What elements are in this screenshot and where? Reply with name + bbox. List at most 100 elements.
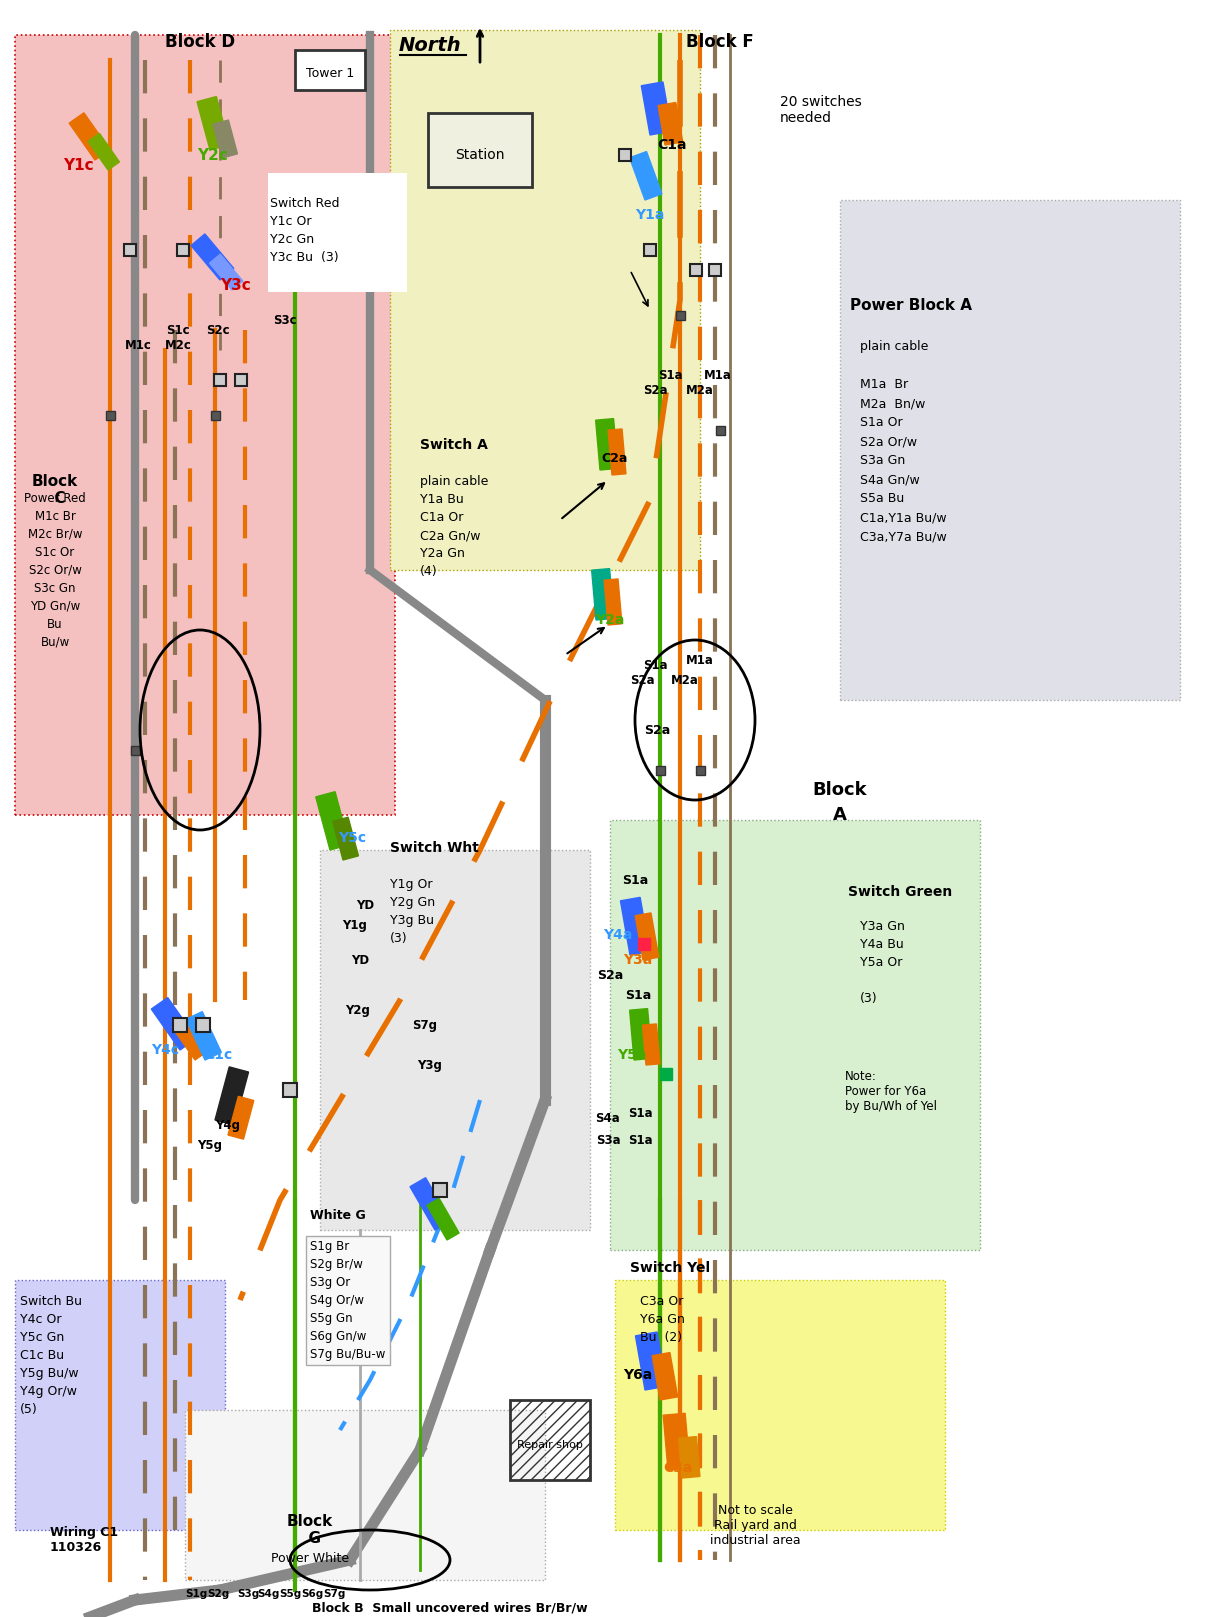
Bar	[215, 1067, 249, 1125]
Text: Not to scale
Rail yard and
industrial area: Not to scale Rail yard and industrial ar…	[709, 1504, 801, 1546]
Bar	[592, 569, 614, 619]
Text: Y3a: Y3a	[623, 952, 652, 967]
Bar	[295, 50, 365, 91]
Text: plain cable

M1a  Br
M2a  Bn/w
S1a Or
S2a Or/w
S3a Gn
S4a Gn/w
S5a Bu
C1a,Y1a Bu: plain cable M1a Br M2a Bn/w S1a Or S2a O…	[860, 340, 947, 543]
Bar	[638, 938, 650, 951]
Text: Y4c: Y4c	[151, 1043, 179, 1058]
Text: C3a Or
Y6a Gn
Bu  (2): C3a Or Y6a Gn Bu (2)	[640, 1295, 685, 1344]
Text: North: North	[399, 36, 461, 55]
Text: Y3g: Y3g	[418, 1059, 442, 1072]
Text: S1c: S1c	[167, 323, 190, 336]
FancyBboxPatch shape	[840, 201, 1180, 700]
Bar	[151, 998, 197, 1049]
Text: Y6a: Y6a	[623, 1368, 652, 1383]
Text: Power Block A: Power Block A	[850, 298, 972, 312]
Bar	[105, 411, 115, 419]
Bar	[130, 745, 139, 755]
Text: C2a: C2a	[602, 451, 628, 464]
Text: M2a: M2a	[672, 674, 699, 687]
FancyBboxPatch shape	[14, 36, 395, 815]
Text: S6g: S6g	[301, 1590, 323, 1599]
Text: S4g: S4g	[257, 1590, 279, 1599]
Bar	[209, 254, 243, 289]
Bar	[663, 1413, 690, 1470]
Bar	[715, 425, 725, 435]
Text: A: A	[834, 805, 847, 825]
Text: Switch Green: Switch Green	[848, 884, 952, 899]
Text: M1c: M1c	[124, 338, 151, 351]
Bar	[210, 411, 220, 419]
Text: Switch A: Switch A	[420, 438, 488, 453]
Bar	[332, 817, 359, 860]
Text: Switch Bu
Y4c Or
Y5c Gn
C1c Bu
Y5g Bu/w
Y4g Or/w
(5): Switch Bu Y4c Or Y5c Gn C1c Bu Y5g Bu/w …	[21, 1295, 82, 1416]
Text: Switch Red
Y1c Or
Y2c Gn
Y3c Bu  (3): Switch Red Y1c Or Y2c Gn Y3c Bu (3)	[271, 197, 339, 264]
Text: Y4a: Y4a	[603, 928, 633, 943]
Bar	[621, 897, 650, 956]
Text: S2a: S2a	[644, 723, 670, 736]
Bar	[656, 765, 664, 775]
Text: Power Red
M1c Br
M2c Br/w
S1c Or
S2c Or/w
S3c Gn
YD Gn/w
Bu
Bu/w: Power Red M1c Br M2c Br/w S1c Or S2c Or/…	[24, 492, 86, 648]
Text: S1g Br
S2g Br/w
S3g Or
S4g Or/w
S5g Gn
S6g Gn/w
S7g Bu/Bu-w: S1g Br S2g Br/w S3g Or S4g Or/w S5g Gn S…	[310, 1240, 385, 1362]
Text: S5g: S5g	[279, 1590, 301, 1599]
Text: Wiring C1
110326: Wiring C1 110326	[50, 1526, 118, 1554]
Text: S2a: S2a	[629, 674, 655, 687]
Bar	[510, 1400, 590, 1480]
Text: Y2g: Y2g	[345, 1004, 371, 1017]
Text: Power White: Power White	[271, 1551, 349, 1565]
Bar	[679, 1436, 699, 1478]
Bar	[214, 374, 226, 386]
Bar	[410, 1177, 451, 1231]
Bar	[191, 234, 234, 280]
FancyBboxPatch shape	[14, 1281, 225, 1530]
Text: YD: YD	[356, 899, 374, 912]
Bar	[432, 1184, 447, 1197]
Bar	[196, 1019, 210, 1032]
Text: Repair shop: Repair shop	[517, 1441, 583, 1450]
Text: plain cable
Y1a Bu
C1a Or
C2a Gn/w
Y2a Gn
(4): plain cable Y1a Bu C1a Or C2a Gn/w Y2a G…	[420, 475, 488, 577]
Text: Block F: Block F	[686, 32, 754, 52]
Text: S7g: S7g	[412, 1019, 437, 1032]
Text: Y1c: Y1c	[63, 157, 93, 173]
FancyBboxPatch shape	[390, 31, 699, 571]
Bar	[596, 419, 618, 471]
Bar	[641, 82, 672, 134]
Text: S3c: S3c	[273, 314, 297, 327]
Bar	[690, 264, 702, 277]
Bar	[236, 374, 246, 386]
Bar	[283, 1083, 297, 1096]
Bar	[629, 152, 662, 201]
Text: Station: Station	[455, 149, 505, 162]
Text: 20 switches
needed: 20 switches needed	[780, 95, 861, 125]
Bar	[658, 102, 683, 146]
Bar	[643, 1024, 660, 1066]
Text: Block
  C: Block C	[31, 474, 79, 506]
Text: Switch Wht: Switch Wht	[390, 841, 478, 855]
Text: Block
  G: Block G	[286, 1514, 333, 1546]
Bar	[69, 113, 110, 160]
Text: Block B  Small uncovered wires Br/Br/w: Block B Small uncovered wires Br/Br/w	[312, 1601, 588, 1614]
Bar	[635, 914, 658, 960]
Bar	[186, 1012, 221, 1061]
Bar	[173, 1019, 187, 1032]
Bar	[696, 765, 704, 775]
Text: Tower 1: Tower 1	[306, 66, 354, 79]
Bar	[172, 1019, 208, 1061]
FancyBboxPatch shape	[610, 820, 980, 1250]
Text: S1a: S1a	[628, 1106, 652, 1119]
Text: YD: YD	[352, 954, 370, 967]
Bar	[315, 792, 349, 851]
Text: S1a: S1a	[625, 988, 651, 1001]
Bar	[618, 149, 631, 162]
Text: Y1a: Y1a	[635, 209, 664, 222]
Bar	[88, 133, 120, 170]
FancyBboxPatch shape	[615, 1281, 945, 1530]
Bar	[426, 1198, 459, 1240]
Text: Note:
Power for Y6a
by Bu/Wh of Yel: Note: Power for Y6a by Bu/Wh of Yel	[846, 1070, 937, 1112]
Text: Y2a: Y2a	[596, 613, 625, 627]
Text: Block: Block	[813, 781, 867, 799]
Text: Y5g: Y5g	[197, 1138, 222, 1151]
Text: C3a: C3a	[663, 1462, 692, 1475]
Text: Y5a: Y5a	[617, 1048, 646, 1062]
Bar	[635, 1332, 667, 1391]
Text: S1g: S1g	[185, 1590, 207, 1599]
